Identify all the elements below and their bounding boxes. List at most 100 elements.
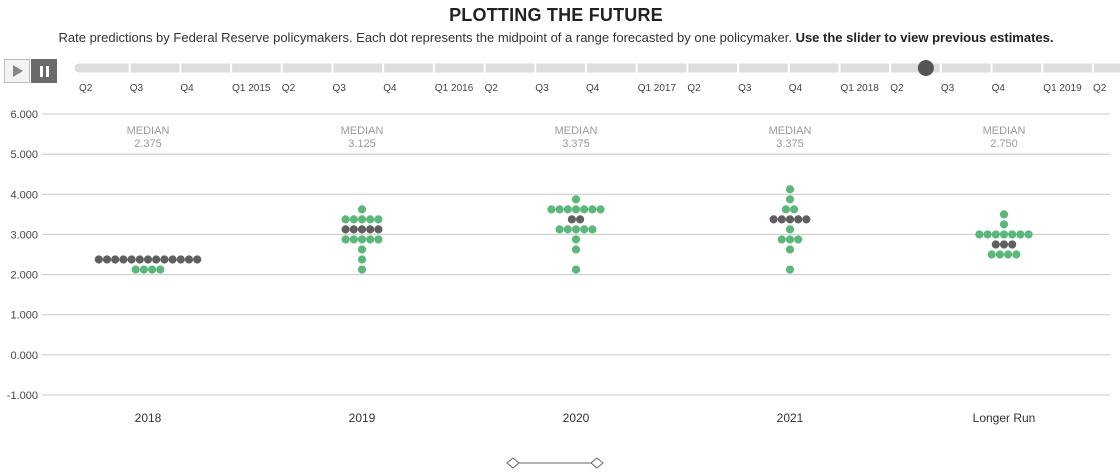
forecast-dot	[571, 265, 581, 274]
forecast-dot	[596, 205, 605, 214]
forecast-dot	[341, 215, 350, 224]
forecast-dot	[357, 215, 367, 224]
forecast-dot	[555, 205, 564, 214]
median-dot	[769, 215, 778, 224]
forecast-dot	[777, 235, 786, 244]
slider-label[interactable]: Q1 2015	[232, 83, 271, 94]
play-icon	[13, 65, 23, 77]
median-dot	[357, 225, 367, 234]
forecast-dot	[781, 205, 791, 214]
slider-label[interactable]: Q1 2017	[638, 83, 677, 94]
forecast-dot	[366, 215, 375, 224]
y-tick-label: 5.000	[10, 149, 38, 161]
subtitle-text: Rate predictions by Federal Reserve poli…	[58, 30, 792, 45]
forecast-dot	[374, 235, 383, 244]
median-dot	[576, 215, 585, 224]
forecast-dot	[571, 195, 581, 204]
median-dot	[341, 225, 350, 234]
median-dot	[143, 255, 153, 264]
median-label: MEDIAN	[341, 125, 384, 137]
median-dot	[374, 225, 383, 234]
forecast-dot	[131, 265, 140, 274]
zoom-handle[interactable]	[505, 455, 605, 471]
slider-label[interactable]: Q4	[180, 83, 194, 94]
median-value: 2.750	[990, 138, 1018, 150]
forecast-dot	[357, 235, 367, 244]
forecast-dot	[349, 235, 358, 244]
forecast-dot	[563, 225, 572, 234]
slider-handle[interactable]	[917, 60, 934, 76]
slider-label[interactable]: Q3	[130, 83, 144, 94]
median-dot	[127, 255, 136, 264]
forecast-dot	[580, 225, 589, 234]
forecast-dot	[156, 265, 165, 274]
forecast-dot	[588, 225, 597, 234]
forecast-dot	[995, 250, 1005, 259]
slider-label[interactable]: Q3	[535, 83, 549, 94]
median-dot	[1008, 240, 1017, 249]
median-dot	[777, 215, 786, 224]
y-tick-label: 1.000	[10, 310, 38, 322]
slider-label[interactable]: Q3	[738, 83, 752, 94]
slider-label[interactable]: Q2	[282, 83, 296, 94]
median-value: 3.375	[776, 138, 804, 150]
y-tick-label: 2.000	[10, 270, 38, 282]
forecast-dot	[571, 205, 581, 214]
x-category-label: 2018	[135, 411, 162, 425]
slider-label[interactable]: Q3	[333, 83, 347, 94]
median-label: MEDIAN	[555, 125, 598, 137]
forecast-dot	[983, 230, 992, 239]
slider-label[interactable]: Q4	[383, 83, 397, 94]
slider-label[interactable]: Q2	[1093, 83, 1107, 94]
forecast-dot	[1024, 230, 1033, 239]
forecast-dot	[555, 225, 564, 234]
pause-icon	[39, 65, 49, 77]
forecast-dot	[357, 205, 367, 214]
forecast-dot	[357, 265, 367, 274]
forecast-dot	[341, 235, 350, 244]
time-slider[interactable]: Q2 Q3 Q4 Q1 2015 Q2 Q3 Q4 Q1 2016 Q2 Q3 Q4 Q1 2017 Q…	[0, 0, 1120, 100]
slider-label[interactable]: Q2	[485, 83, 499, 94]
x-category-label: Longer Run	[973, 411, 1036, 425]
forecast-dot	[547, 205, 556, 214]
slider-label[interactable]: Q4	[586, 83, 600, 94]
slider-label[interactable]: Q4	[789, 83, 803, 94]
slider-label[interactable]: Q4	[992, 83, 1006, 94]
y-tick-label: 3.000	[10, 229, 38, 241]
median-dot	[111, 255, 120, 264]
slider-label[interactable]: Q1 2018	[841, 83, 880, 94]
forecast-dot	[357, 245, 367, 254]
forecast-dot	[588, 205, 597, 214]
chart-subtitle: Rate predictions by Federal Reserve poli…	[0, 30, 1112, 45]
forecast-dot	[785, 265, 795, 274]
forecast-dot	[1004, 250, 1013, 259]
forecast-dot	[571, 235, 581, 244]
forecast-dot	[571, 245, 581, 254]
forecast-dot	[785, 235, 795, 244]
slider-label[interactable]: Q1 2016	[435, 83, 474, 94]
zoom-right-handle-icon[interactable]	[590, 457, 604, 469]
slider-label[interactable]: Q1 2019	[1043, 83, 1082, 94]
play-button[interactable]	[4, 59, 30, 83]
forecast-dot	[349, 215, 358, 224]
zoom-left-handle-icon[interactable]	[506, 457, 520, 469]
slider-label[interactable]: Q2	[79, 83, 93, 94]
median-dot	[794, 215, 803, 224]
forecast-dot	[366, 235, 375, 244]
slider-label[interactable]: Q3	[941, 83, 955, 94]
slider-label[interactable]: Q2	[890, 83, 904, 94]
median-dot	[349, 225, 358, 234]
forecast-dot	[991, 230, 1000, 239]
slider-label[interactable]: Q2	[687, 83, 701, 94]
forecast-dot	[975, 230, 984, 239]
median-dot	[160, 255, 169, 264]
forecast-dot	[785, 225, 795, 234]
pause-button[interactable]	[31, 59, 57, 83]
forecast-dot	[785, 195, 795, 204]
forecast-dot	[999, 220, 1009, 229]
y-tick-label: -1.000	[7, 390, 38, 402]
forecast-dot	[148, 265, 157, 274]
median-dot	[366, 225, 375, 234]
median-dot	[802, 215, 811, 224]
